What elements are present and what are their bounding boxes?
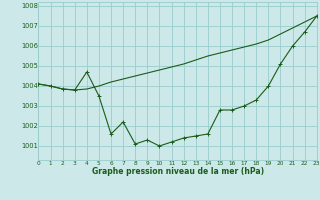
X-axis label: Graphe pression niveau de la mer (hPa): Graphe pression niveau de la mer (hPa) (92, 167, 264, 176)
